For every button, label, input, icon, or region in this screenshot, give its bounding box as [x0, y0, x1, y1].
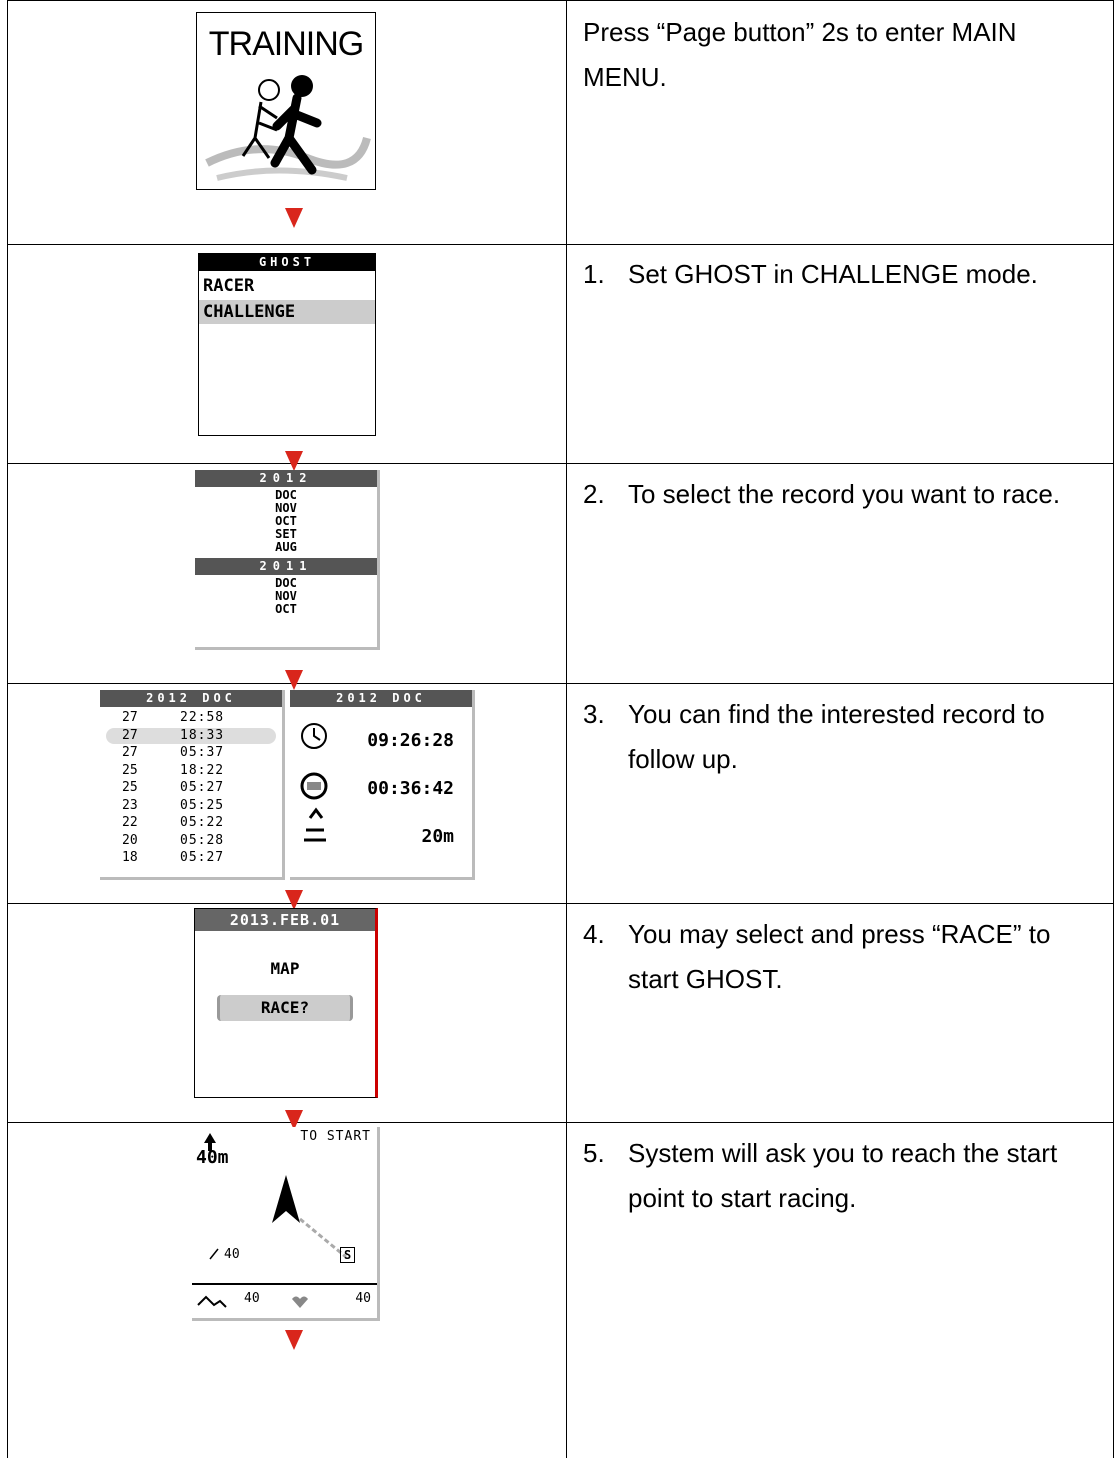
table-border: [1113, 0, 1114, 1458]
nav-distance: 40m: [196, 1147, 229, 1168]
record-time: 05:28: [180, 832, 225, 848]
step-text: System will ask you to reach the start p…: [628, 1138, 1058, 1213]
record-time: 18:33: [180, 727, 225, 743]
footer-value: 40: [244, 1291, 260, 1306]
device-screen: 2012 DOC 27 22:58 27 18:33 27 05:37 25 18:22 25 0…: [100, 690, 285, 880]
month-item: DOC: [275, 488, 297, 502]
detail-icons: [300, 723, 328, 842]
record-day: 25: [122, 780, 138, 795]
record-time: 22:58: [180, 710, 225, 725]
step-text: To select the record you want to race.: [628, 479, 1061, 509]
device-screen: 2012 DOC NOV OCT SET AUG 2011 DOC NOV OCT: [195, 470, 380, 650]
record-day: 22: [122, 815, 138, 830]
step-text: Press “Page button” 2s to enter MAIN MEN…: [583, 17, 1017, 92]
step-text: Set GHOST in CHALLENGE mode.: [628, 259, 1038, 289]
record-day: 27: [122, 745, 138, 760]
table-border: [7, 0, 1113, 1]
month-item: AUG: [275, 540, 297, 554]
footer-value: 40: [355, 1291, 371, 1306]
down-arrow: [285, 1330, 303, 1350]
runners-icon: [205, 75, 371, 181]
device-screen: 2013.FEB.01 MAP RACE?: [194, 908, 378, 1098]
record-time: 18:22: [180, 762, 225, 778]
record-time: 05:37: [180, 745, 225, 760]
down-arrow: [285, 451, 303, 471]
screen-header: 2012 DOC: [100, 690, 282, 707]
year-header: 2012: [195, 470, 377, 487]
record-day: 20: [122, 832, 138, 848]
row-border: [7, 463, 1113, 464]
step-text: You may select and press “RACE” to start…: [628, 919, 1051, 994]
month-item: SET: [275, 527, 297, 541]
record-time: 05:22: [180, 815, 225, 830]
record-day: 23: [122, 797, 138, 813]
menu-item-selected: CHALLENGE: [199, 300, 375, 324]
step-text: You can find the interested record to fo…: [628, 699, 1045, 774]
month-item: OCT: [275, 514, 297, 528]
row-border: [7, 244, 1113, 245]
record-day: 27: [122, 727, 138, 743]
record-time: 05:25: [180, 797, 225, 813]
step-number: 1.: [583, 259, 605, 289]
menu-item: RACER: [203, 276, 255, 296]
record-day: 25: [122, 762, 138, 778]
record-day: 27: [122, 710, 138, 725]
nav-slope: 40: [224, 1247, 240, 1262]
menu-item-selected: RACE?: [217, 995, 353, 1021]
row-border: [7, 683, 1113, 684]
table-border: [7, 0, 8, 1458]
device-screen: GHOST RACER CHALLENGE: [198, 253, 376, 436]
down-arrow: [285, 670, 303, 690]
screen-header: GHOST: [199, 254, 375, 271]
device-screen: TRAINING: [196, 12, 376, 190]
month-item: DOC: [275, 576, 297, 590]
step-number: 2.: [583, 479, 605, 509]
record-time: 05:27: [180, 850, 225, 865]
footer-icons: [197, 1295, 308, 1308]
screen-header: 2013.FEB.01: [195, 909, 375, 931]
device-screen: 2012 DOC 09:26:28 00:36:42 20m: [290, 690, 475, 880]
row-border: [7, 1122, 1113, 1123]
step-number: 5.: [583, 1138, 605, 1168]
month-item: OCT: [275, 602, 297, 616]
detail-value: 20m: [421, 826, 454, 847]
start-marker: S: [340, 1247, 356, 1263]
down-arrow: [285, 1110, 303, 1130]
nav-graphics: [204, 1133, 347, 1260]
down-arrow: [285, 208, 303, 228]
record-time: 05:27: [180, 780, 225, 795]
down-arrow: [285, 890, 303, 910]
screen-title: TRAINING: [208, 25, 364, 63]
month-item: NOV: [275, 501, 297, 515]
table-border: [566, 0, 567, 1458]
year-header: 2011: [195, 558, 377, 575]
screen-header: 2012 DOC: [290, 690, 472, 707]
record-day: 18: [122, 850, 138, 865]
step-number: 4.: [583, 919, 605, 949]
nav-label: TO START: [300, 1129, 371, 1144]
record-highlight: [106, 727, 276, 744]
detail-value: 00:36:42: [367, 778, 454, 799]
step-number: 3.: [583, 699, 605, 729]
menu-item: MAP: [270, 959, 300, 978]
row-border: [7, 903, 1113, 904]
device-screen: TO START 40m 40 S 40 40: [192, 1127, 380, 1321]
month-item: NOV: [275, 589, 297, 603]
detail-value: 09:26:28: [367, 730, 454, 751]
